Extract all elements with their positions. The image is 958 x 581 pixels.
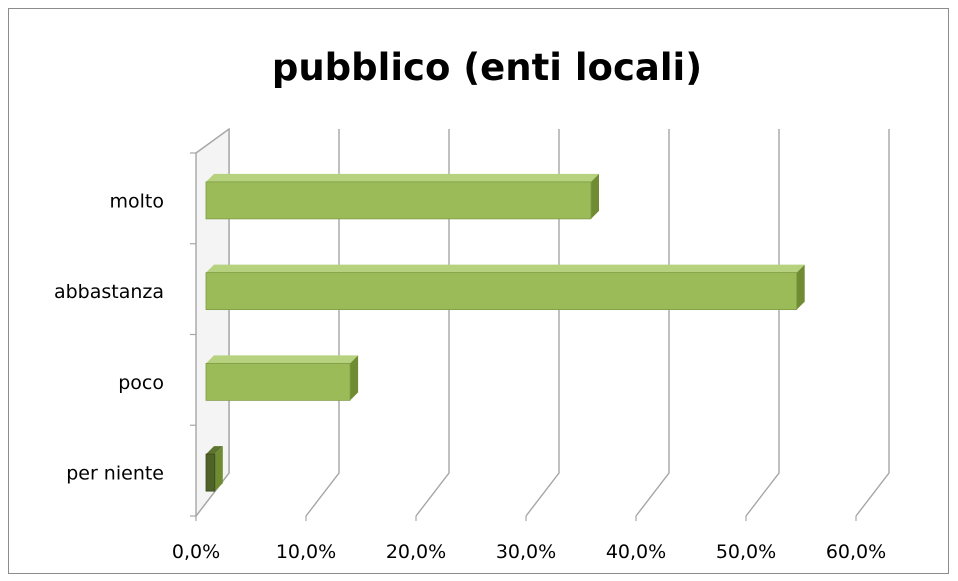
x-tick-label: 50,0%	[716, 541, 776, 563]
y-category-label: molto	[110, 190, 165, 212]
bar-top-face	[206, 446, 223, 455]
left-wall	[195, 127, 230, 519]
x-tick-label: 40,0%	[606, 541, 666, 563]
bar-side-face	[350, 355, 359, 401]
bar-side-face	[591, 173, 599, 219]
y-category-label: abbastanza	[54, 281, 164, 303]
bar-top-face	[206, 264, 805, 273]
y-axis-category-labels: molto abbastanza poco per niente	[54, 190, 164, 484]
bar-abbastanza	[205, 264, 805, 311]
x-tick-label: 0,0%	[172, 541, 220, 563]
x-tick-label: 20,0%	[386, 541, 446, 563]
bar-molto	[205, 173, 599, 220]
gridline	[635, 129, 670, 517]
bar-side-face	[796, 264, 805, 310]
bar-front-face	[205, 272, 798, 311]
y-category-label: per niente	[66, 463, 164, 485]
gridline	[305, 129, 340, 517]
x-tick-label: 60,0%	[826, 541, 886, 563]
bar-top-face	[206, 355, 359, 364]
bar-front-face	[205, 453, 216, 492]
bar-top-face	[206, 173, 599, 182]
bar-front-face	[205, 362, 351, 401]
back-wall	[190, 127, 230, 519]
bar-side-face	[214, 446, 223, 492]
bar-poco	[205, 355, 359, 401]
bar-front-face	[205, 181, 592, 220]
x-tick-label: 30,0%	[496, 541, 556, 563]
gridline	[745, 129, 780, 517]
x-axis-tick-labels: 0,0% 10,0% 20,0% 30,0% 40,0% 50,0% 60,0%	[172, 541, 886, 563]
gridline	[855, 129, 890, 517]
y-category-label: poco	[118, 372, 164, 394]
bars	[205, 173, 805, 492]
bar-per-niente	[205, 446, 223, 492]
chart-title: pubblico (enti locali)	[272, 46, 702, 89]
x-tick-label: 10,0%	[276, 541, 336, 563]
gridline	[415, 129, 450, 517]
gridline	[525, 129, 560, 517]
